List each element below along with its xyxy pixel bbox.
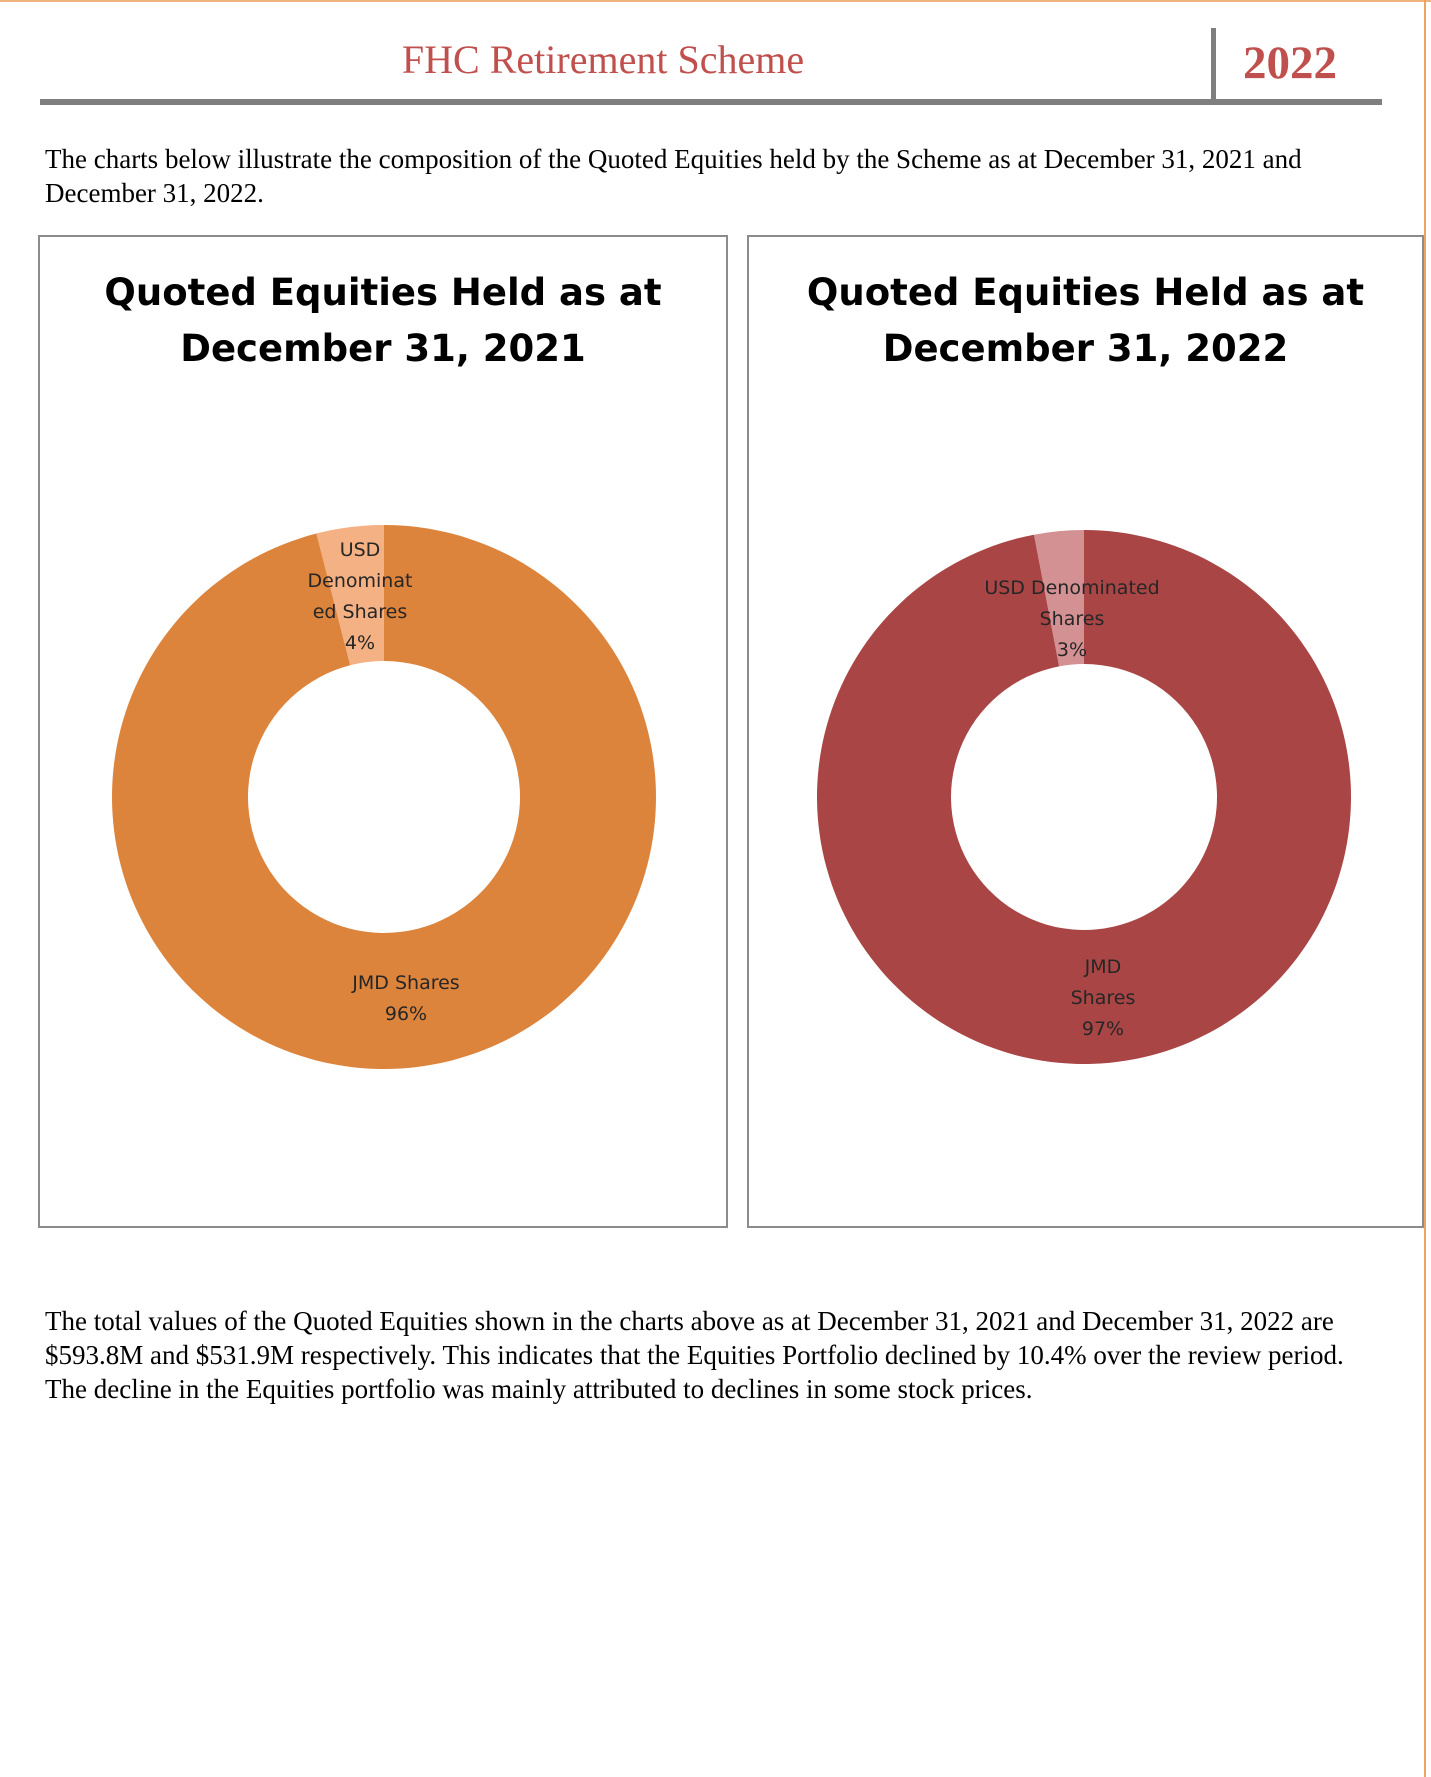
data-label-line: Shares xyxy=(1071,987,1136,1009)
chart-2021: Quoted Equities Held as at December 31, … xyxy=(38,235,728,1228)
data-label-line: Shares xyxy=(1040,608,1105,630)
data-label-line: 3% xyxy=(1057,639,1087,661)
chart-2021-title-line-2: December 31, 2021 xyxy=(180,327,586,370)
donut-slice-jmd-shares xyxy=(111,525,656,1069)
chart-2022: Quoted Equities Held as at December 31, … xyxy=(747,235,1424,1228)
header-rule xyxy=(40,99,1382,105)
chart-2021-title-line-1: Quoted Equities Held as at xyxy=(104,271,662,314)
chart-2022-title-line-2: December 31, 2022 xyxy=(882,327,1289,370)
chart-2022-title-line-1: Quoted Equities Held as at xyxy=(806,271,1365,314)
chart-2021-donut: USD Denominat ed Shares 4% JMD Shares 96% xyxy=(111,525,656,1069)
data-label-line: 96% xyxy=(385,1003,427,1025)
data-label-line: JMD Shares xyxy=(351,972,459,994)
page-top-border xyxy=(0,0,1431,2)
page-right-border xyxy=(1424,0,1426,1777)
donut-slice-usd-denominated-shares xyxy=(316,525,384,666)
data-label-line: USD xyxy=(340,539,381,561)
data-label-usd-denominated-shares: USD Denominated Shares 3% xyxy=(984,577,1159,661)
chart-2022-title: Quoted Equities Held as at December 31, … xyxy=(749,265,1422,377)
data-label-line: 4% xyxy=(345,632,375,654)
chart-2022-donut: USD Denominated Shares 3% JMD Shares 97% xyxy=(817,530,1352,1064)
document-title: FHC Retirement Scheme xyxy=(401,37,805,82)
data-label-jmd-shares: JMD Shares 96% xyxy=(351,972,459,1025)
chart-2021-title: Quoted Equities Held as at December 31, … xyxy=(40,265,726,377)
data-label-line: 97% xyxy=(1082,1018,1124,1040)
data-label-usd-denominated-shares: USD Denominat ed Shares 4% xyxy=(308,539,413,654)
data-label-line: ed Shares xyxy=(313,601,408,623)
intro-paragraph: The charts below illustrate the composit… xyxy=(45,144,1302,208)
data-label-line: USD Denominated xyxy=(984,577,1159,599)
data-label-jmd-shares: JMD Shares 97% xyxy=(1071,956,1136,1040)
donut-slice-jmd-shares xyxy=(817,530,1352,1064)
data-label-line: JMD xyxy=(1084,956,1122,978)
document-year: 2022 xyxy=(1243,37,1337,89)
donut-slice-usd-denominated-shares xyxy=(1033,530,1084,667)
header-divider xyxy=(1211,28,1216,102)
summary-paragraph: The total values of the Quoted Equities … xyxy=(45,1306,1344,1404)
data-label-line: Denominat xyxy=(308,570,413,592)
